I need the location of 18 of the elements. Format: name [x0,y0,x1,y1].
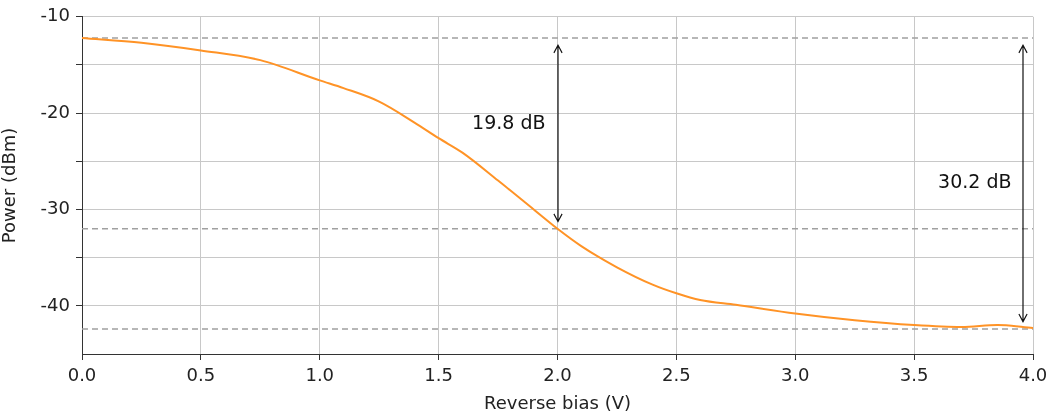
x-axis-title: Reverse bias (V) [484,391,631,413]
x-tick-label: 3.5 [899,364,929,386]
x-tick-label: 3.0 [780,364,810,386]
x-tick-label: 4.0 [1018,364,1048,386]
x-tick-label: 1.5 [424,364,453,386]
x-tick-label: 2.5 [662,364,691,386]
y-tick-label: -10 [40,4,70,26]
annotation: 19.8 dB [472,111,546,134]
annotation: 30.2 dB [938,170,1012,193]
y-tick-label: -40 [40,293,70,315]
x-tick-label: 0.5 [186,364,216,386]
y-axis-title: Power (dBm) [0,127,20,244]
x-tick-label: 1.0 [305,364,335,386]
line-series [82,36,1033,329]
y-tick-label: -20 [40,100,70,122]
y-tick-label: -30 [40,197,70,219]
x-tick-label: 0.0 [67,364,97,386]
x-tick-label: 2.0 [543,364,572,386]
